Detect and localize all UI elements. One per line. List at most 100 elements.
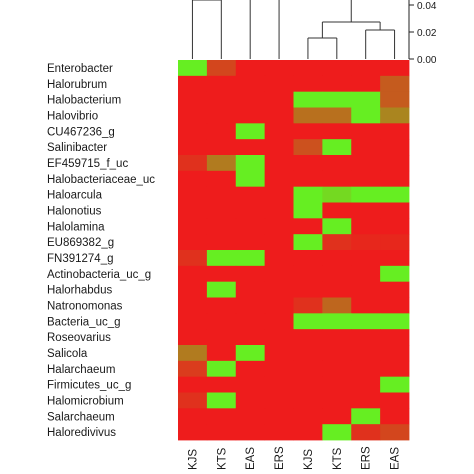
- heatmap-cell: [178, 170, 208, 188]
- heatmap-cell: [178, 424, 208, 441]
- heatmap-cell: [380, 281, 410, 298]
- heatmap-cell: [322, 408, 352, 425]
- heatmap-cell: [293, 155, 323, 172]
- heatmap-cell: [264, 360, 294, 378]
- heatmap-cell: [235, 392, 266, 409]
- heatmap-cell: [178, 75, 208, 93]
- column-label: ERS: [361, 446, 373, 470]
- heatmap-cell: [380, 360, 410, 378]
- heatmap-cell: [206, 360, 237, 378]
- row-labels: Enterobacter Halorubrum Halobacterium Halov…: [47, 63, 155, 439]
- heatmap-cell: [264, 345, 294, 362]
- heatmap-cell: [235, 234, 266, 251]
- heatmap-cell: [293, 91, 323, 108]
- heatmap-cell: [293, 218, 323, 235]
- heatmap-cell: [322, 376, 352, 393]
- heatmap-cell: [351, 329, 381, 346]
- heatmap-cell: [351, 392, 381, 409]
- heatmap-cell: [235, 250, 266, 267]
- heatmap-cell: [206, 139, 237, 156]
- row-label: Halorhabdus: [47, 285, 112, 297]
- heatmap-cell: [235, 155, 266, 172]
- heatmap-cell: [380, 424, 410, 441]
- heatmap-cell: [322, 75, 352, 93]
- heatmap-cell: [293, 360, 323, 378]
- heatmap-cell: [206, 234, 237, 251]
- row-label: Salarchaeum: [47, 411, 115, 423]
- heatmap-cell: [322, 345, 352, 362]
- column-label: EAS: [390, 447, 402, 470]
- heatmap-cell: [206, 408, 237, 425]
- row-label: Halorubrum: [47, 79, 107, 91]
- heatmap-cell: [351, 75, 381, 93]
- heatmap-cell: [351, 202, 381, 219]
- heatmap-cell: [178, 408, 208, 425]
- row-label: Enterobacter: [47, 63, 113, 75]
- heatmap-cell: [293, 424, 323, 441]
- heatmap-cell: [351, 424, 381, 441]
- row-label: Haloredivivus: [47, 427, 116, 439]
- heatmap-cell: [322, 360, 352, 378]
- heatmap-cell: [351, 376, 381, 393]
- heatmap-cell: [235, 75, 266, 93]
- heatmap-cell: [206, 91, 237, 108]
- heatmap-cell: [206, 297, 237, 314]
- heatmap-cell: [178, 313, 208, 330]
- heatmap-cell: [380, 60, 410, 77]
- heatmap-cell: [322, 186, 352, 203]
- heatmap-cell: [178, 345, 208, 362]
- heatmap-cell: [351, 170, 381, 188]
- heatmap-cell: [264, 170, 294, 188]
- heatmap-cell: [178, 107, 208, 124]
- heatmap-cell: [206, 250, 237, 267]
- heatmap-cell: [264, 139, 294, 156]
- row-label: CU467236_g: [47, 126, 115, 138]
- heatmap-cell: [351, 139, 381, 156]
- heatmap-cell: [206, 123, 237, 140]
- heatmap-cell: [351, 297, 381, 314]
- heatmap-cell: [322, 107, 352, 124]
- heatmap-cell: [351, 360, 381, 378]
- heatmap-cell: [293, 107, 323, 124]
- column-label: KJS: [187, 449, 199, 470]
- heatmap-cell: [206, 392, 237, 409]
- heatmap-cell: [235, 345, 266, 362]
- heatmap-cell: [178, 186, 208, 203]
- heatmap-cell: [293, 313, 323, 330]
- heatmap-cell: [178, 234, 208, 251]
- heatmap-cell: [293, 408, 323, 425]
- heatmap-cell: [293, 170, 323, 188]
- heatmap-cell: [235, 297, 266, 314]
- heatmap-cell: [178, 265, 208, 283]
- heatmap-cell: [380, 250, 410, 267]
- heatmap-cell: [322, 265, 352, 283]
- heatmap-cell: [235, 218, 266, 235]
- heatmap-cell: [293, 376, 323, 393]
- heatmap-cell: [206, 281, 237, 298]
- heatmap-cell: [264, 376, 294, 393]
- heatmap-cell: [293, 139, 323, 156]
- dendrogram-tick-label: 0.02: [417, 28, 437, 39]
- heatmap-cell: [206, 424, 237, 441]
- heatmap-cell: [293, 392, 323, 409]
- row-label: Roseovarius: [47, 332, 111, 344]
- heatmap-cell: [235, 123, 266, 140]
- row-label: Salinibacter: [47, 142, 107, 154]
- heatmap-cell: [380, 139, 410, 156]
- heatmap-cell: [264, 297, 294, 314]
- heatmap-cell: [264, 60, 294, 77]
- heatmap-cell: [351, 155, 381, 172]
- heatmap-cell: [264, 107, 294, 124]
- heatmap-cell: [235, 186, 266, 203]
- row-label: Salicola: [47, 348, 88, 360]
- heatmap-cell: [206, 202, 237, 219]
- heatmap-cell: [235, 91, 266, 108]
- column-label: KTS: [216, 447, 228, 470]
- heatmap-cell: [351, 234, 381, 251]
- heatmap-cell: [178, 139, 208, 156]
- heatmap-cell: [235, 265, 266, 283]
- heatmap-cell: [264, 265, 294, 283]
- heatmap-cell: [235, 313, 266, 330]
- dendrogram-tick-label: 0.00: [417, 55, 437, 66]
- heatmap-cell: [264, 75, 294, 93]
